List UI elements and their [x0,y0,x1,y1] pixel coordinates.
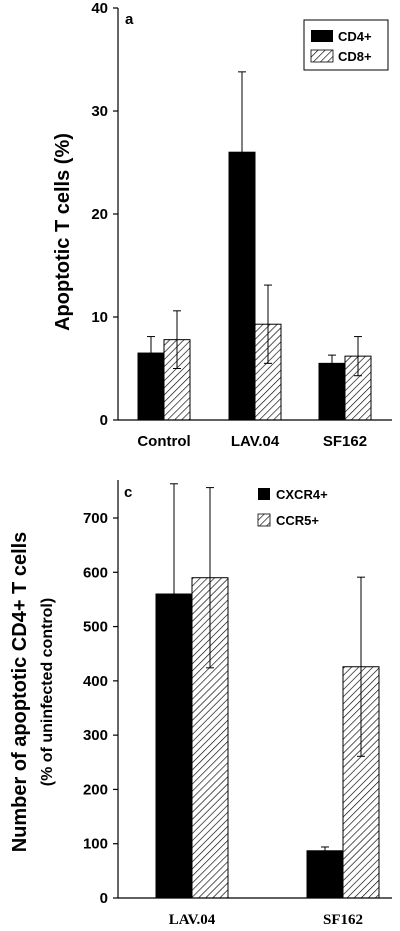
x-axis-ticks: Control LAV.04 SF162 [137,433,367,450]
bar-cxcr4-sf162 [306,850,344,899]
x-tick-label: SF162 [323,912,363,928]
legend-swatch-cd8 [310,49,334,63]
y-tick-label: 200 [83,781,108,798]
y-tick-label: 700 [83,510,108,527]
y-axis-ticks: 0 10 20 30 40 [91,0,118,429]
y-axis-label: Apoptotic T cells (%) [52,133,74,331]
bars [155,483,380,899]
y-tick-label: 300 [83,727,108,744]
chart-panel-c: Number of apoptotic CD4+ T cells (% of u… [9,480,392,928]
y-axis-ticks: 0 100 200 300 400 500 600 700 [83,510,118,907]
y-tick-label: 20 [91,206,108,223]
x-tick-label: Control [137,433,190,450]
x-axis-ticks: LAV.04 SF162 [169,912,363,928]
legend-swatch-ccr5 [257,513,271,527]
y-tick-label: 0 [100,890,108,907]
y-tick-label: 500 [83,619,108,636]
x-tick-label: LAV.04 [231,433,280,450]
y-tick-label: 400 [83,673,108,690]
y-tick-label: 600 [83,564,108,581]
y-tick-label: 100 [83,836,108,853]
bars [137,71,372,421]
x-tick-label: SF162 [323,433,367,450]
y-tick-label: 0 [100,412,108,429]
legend-label-cd8: CD8+ [338,49,372,64]
y-tick-label: 10 [91,309,108,326]
legend-swatch-cd4 [311,30,333,42]
chart-panel-a: Apoptotic T cells (%) 0 10 20 30 40 Control L… [52,0,392,450]
legend-swatch-cxcr4 [258,488,270,500]
x-tick-label: LAV.04 [169,912,216,928]
y-axis-sublabel: (% of uninfected control) [39,598,56,786]
panel-label: c [124,484,132,501]
panel-label: a [125,11,134,28]
y-axis-label: Number of apoptotic CD4+ T cells [9,532,31,853]
legend-label-cd4: CD4+ [338,29,372,44]
legend-label-ccr5: CCR5+ [276,513,319,528]
legend: CD4+ CD8+ [303,19,389,71]
legend-label-cxcr4: CXCR4+ [276,487,328,502]
y-tick-label: 40 [91,0,108,17]
y-tick-label: 30 [91,103,108,120]
legend: CXCR4+ CCR5+ [257,487,328,528]
